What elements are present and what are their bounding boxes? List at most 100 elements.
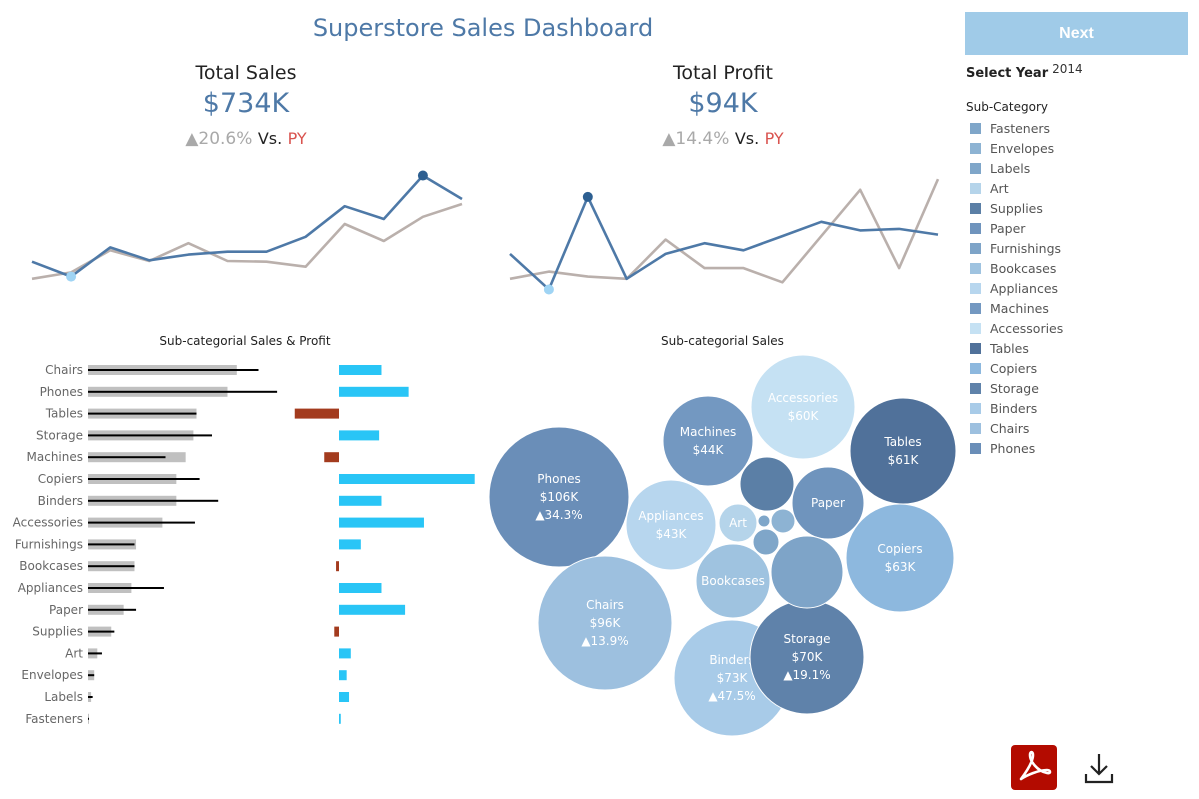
legend-item-furnishings[interactable]: Furnishings	[970, 238, 1063, 258]
legend-swatch	[970, 162, 981, 174]
bubble-label: Bookcases	[701, 574, 765, 588]
max-point-marker[interactable]	[417, 170, 428, 181]
bubble-label: Appliances	[638, 509, 703, 523]
profit-bar[interactable]	[294, 408, 339, 419]
legend-swatch	[970, 382, 981, 394]
profit-bar[interactable]	[339, 430, 380, 441]
selected-year[interactable]: 2014	[1052, 62, 1083, 76]
profit-bar[interactable]	[334, 626, 339, 637]
legend-swatch	[970, 342, 981, 354]
legend-item-labels[interactable]: Labels	[970, 158, 1063, 178]
reference-line	[88, 674, 95, 677]
legend-label: Copiers	[990, 360, 1038, 376]
legend-label: Labels	[990, 160, 1031, 176]
bubble-appliances[interactable]	[625, 479, 717, 571]
legend-swatch	[970, 262, 981, 274]
legend-swatch	[970, 402, 981, 414]
profit-vs-label: Vs.	[734, 129, 760, 148]
legend-item-paper[interactable]: Paper	[970, 218, 1063, 238]
bar-category-label: Furnishings	[15, 537, 83, 551]
subcategory-legend-title: Sub-Category	[966, 100, 1048, 114]
sales-delta-pct: ▲20.6%	[185, 129, 253, 149]
subcategory-sales-profit-chart: Chairs Phones Tables Storage Machines Copiers…	[13, 363, 475, 726]
legend-swatch	[970, 322, 981, 334]
legend-item-bookcases[interactable]: Bookcases	[970, 258, 1063, 278]
bar-chart-title: Sub-categorial Sales & Profit	[159, 334, 331, 348]
year-filter[interactable]: Select Year 2014	[966, 62, 1083, 81]
bubble-machines[interactable]	[662, 395, 754, 487]
bar-category-label: Chairs	[45, 363, 83, 377]
next-button[interactable]: Next	[965, 12, 1188, 55]
bubble-unlabeled[interactable]	[770, 535, 844, 609]
legend-item-copiers[interactable]: Copiers	[970, 358, 1063, 378]
reference-line	[88, 369, 259, 371]
profit-bar[interactable]	[339, 648, 351, 659]
reference-line	[88, 630, 115, 633]
sales-trend-chart	[31, 170, 463, 282]
bubble-accessories[interactable]	[750, 355, 856, 460]
bubble-chart-title: Sub-categorial Sales	[661, 334, 784, 348]
profit-bar[interactable]	[339, 670, 347, 681]
profit-bar[interactable]	[339, 713, 341, 724]
bar-category-label: Storage	[36, 428, 83, 442]
reference-line	[88, 587, 164, 589]
bubble-value: $61K	[888, 453, 920, 467]
max-point-marker[interactable]	[582, 191, 593, 202]
download-icon[interactable]	[1080, 750, 1120, 788]
min-point-marker[interactable]	[543, 284, 554, 295]
line-series-1	[31, 202, 463, 281]
total-sales-value: $734K	[202, 88, 290, 119]
legend-item-appliances[interactable]: Appliances	[970, 278, 1063, 298]
bubble-phones[interactable]	[488, 426, 630, 568]
bubble-tables[interactable]	[849, 397, 957, 505]
legend-item-binders[interactable]: Binders	[970, 398, 1063, 418]
legend-swatch	[970, 422, 981, 434]
profit-bar[interactable]	[339, 692, 350, 702]
bubble-copiers[interactable]	[845, 503, 955, 613]
reference-line	[88, 412, 197, 415]
bubble-art[interactable]	[718, 503, 758, 543]
legend-item-phones[interactable]: Phones	[970, 438, 1063, 458]
bubble-paper[interactable]	[791, 466, 865, 540]
profit-bar[interactable]	[339, 517, 424, 528]
profit-bar[interactable]	[336, 561, 339, 572]
legend-label: Appliances	[990, 280, 1059, 296]
profit-bar[interactable]	[339, 495, 382, 506]
bubble-unlabeled[interactable]	[770, 508, 796, 534]
bubble-unlabeled[interactable]	[739, 456, 795, 512]
legend-item-fasteners[interactable]: Fasteners	[970, 118, 1063, 138]
profit-bar[interactable]	[339, 365, 382, 375]
legend-item-tables[interactable]: Tables	[970, 338, 1063, 358]
legend-swatch	[970, 202, 981, 214]
legend-item-storage[interactable]: Storage	[970, 378, 1063, 398]
bubble-label: Copiers	[877, 542, 922, 556]
profit-bar[interactable]	[339, 386, 409, 397]
bubble-unlabeled[interactable]	[757, 514, 771, 528]
bubble-label: Binders	[709, 653, 754, 667]
profit-bar[interactable]	[339, 604, 406, 615]
legend-item-chairs[interactable]: Chairs	[970, 418, 1063, 438]
legend-label: Phones	[990, 440, 1036, 456]
legend-swatch	[970, 242, 981, 254]
bubble-chairs[interactable]	[537, 555, 673, 691]
bubble-bookcases[interactable]	[695, 543, 771, 619]
legend-swatch	[970, 362, 981, 374]
total-profit-delta: ▲14.4% Vs. PY	[573, 129, 873, 149]
profit-bar[interactable]	[324, 452, 339, 463]
reference-line	[88, 565, 135, 568]
min-point-marker[interactable]	[66, 271, 77, 282]
profit-bar[interactable]	[339, 583, 382, 593]
subcategory-sales-bubble-chart: Phones $106K ▲34.3% Chairs $96K ▲13.9% Binders…	[488, 355, 957, 737]
profit-bar[interactable]	[339, 539, 361, 550]
profit-bar[interactable]	[339, 474, 475, 484]
bubble-unlabeled[interactable]	[752, 528, 780, 556]
pdf-export-icon[interactable]	[1011, 745, 1057, 790]
bubble-value: $60K	[788, 409, 820, 423]
legend-item-accessories[interactable]: Accessories	[970, 318, 1063, 338]
legend-label: Paper	[990, 220, 1026, 236]
legend-item-art[interactable]: Art	[970, 178, 1063, 198]
legend-item-machines[interactable]: Machines	[970, 298, 1063, 318]
legend-item-supplies[interactable]: Supplies	[970, 198, 1063, 218]
legend-item-envelopes[interactable]: Envelopes	[970, 138, 1063, 158]
reference-line	[88, 499, 219, 502]
